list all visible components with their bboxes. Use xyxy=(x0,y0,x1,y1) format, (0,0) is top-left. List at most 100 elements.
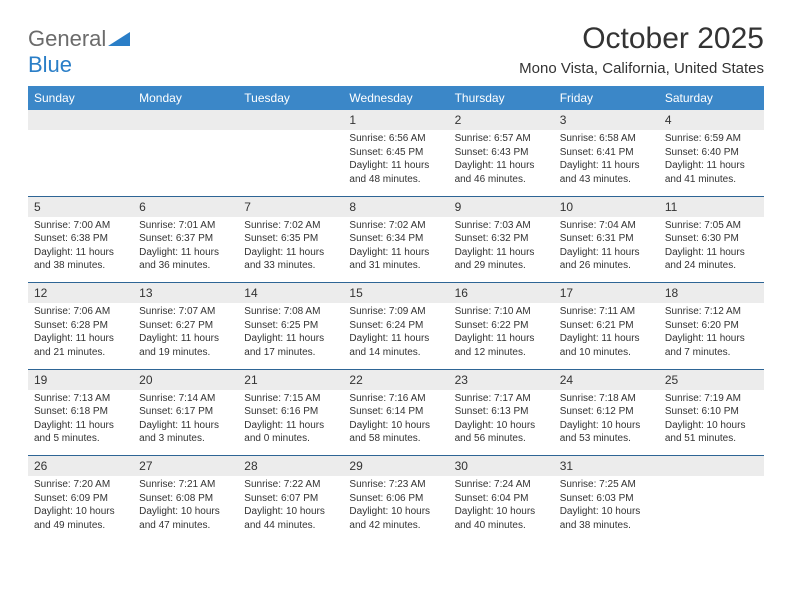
day-number: 20 xyxy=(133,370,238,390)
day-header: Saturday xyxy=(659,86,764,110)
day-number: 4 xyxy=(659,110,764,130)
logo: General Blue xyxy=(28,26,130,78)
daylight-text-1: Daylight: 11 hours xyxy=(455,332,548,346)
day-info: Sunrise: 7:13 AMSunset: 6:18 PMDaylight:… xyxy=(28,390,133,452)
day-number-cell: 27 xyxy=(133,456,238,477)
daylight-text-2: and 46 minutes. xyxy=(455,173,548,187)
day-header: Sunday xyxy=(28,86,133,110)
logo-text-blue: Blue xyxy=(28,52,72,77)
day-info: Sunrise: 6:58 AMSunset: 6:41 PMDaylight:… xyxy=(554,130,659,192)
day-cell: Sunrise: 7:11 AMSunset: 6:21 PMDaylight:… xyxy=(554,303,659,369)
day-info: Sunrise: 7:21 AMSunset: 6:08 PMDaylight:… xyxy=(133,476,238,538)
calendar-week-info: Sunrise: 7:20 AMSunset: 6:09 PMDaylight:… xyxy=(28,476,764,542)
day-cell: Sunrise: 7:02 AMSunset: 6:35 PMDaylight:… xyxy=(238,217,343,283)
daylight-text-2: and 38 minutes. xyxy=(560,519,653,533)
sunset-text: Sunset: 6:13 PM xyxy=(455,405,548,419)
day-number-cell: 4 xyxy=(659,110,764,130)
day-number-cell: 30 xyxy=(449,456,554,477)
daylight-text-1: Daylight: 10 hours xyxy=(665,419,758,433)
daylight-text-1: Daylight: 11 hours xyxy=(665,332,758,346)
sunrise-text: Sunrise: 7:20 AM xyxy=(34,478,127,492)
day-cell xyxy=(28,130,133,196)
day-info: Sunrise: 6:56 AMSunset: 6:45 PMDaylight:… xyxy=(343,130,448,192)
sunset-text: Sunset: 6:43 PM xyxy=(455,146,548,160)
sunset-text: Sunset: 6:09 PM xyxy=(34,492,127,506)
daylight-text-2: and 38 minutes. xyxy=(34,259,127,273)
sunset-text: Sunset: 6:10 PM xyxy=(665,405,758,419)
day-number-cell: 5 xyxy=(28,196,133,217)
day-number-cell: 21 xyxy=(238,369,343,390)
daylight-text-1: Daylight: 10 hours xyxy=(139,505,232,519)
daylight-text-2: and 33 minutes. xyxy=(244,259,337,273)
daylight-text-2: and 31 minutes. xyxy=(349,259,442,273)
day-number-cell: 16 xyxy=(449,283,554,304)
sunset-text: Sunset: 6:03 PM xyxy=(560,492,653,506)
day-number: 6 xyxy=(133,197,238,217)
sunrise-text: Sunrise: 7:24 AM xyxy=(455,478,548,492)
day-cell: Sunrise: 7:01 AMSunset: 6:37 PMDaylight:… xyxy=(133,217,238,283)
day-number-cell: 2 xyxy=(449,110,554,130)
sunrise-text: Sunrise: 7:02 AM xyxy=(244,219,337,233)
day-number xyxy=(28,110,133,130)
sunrise-text: Sunrise: 7:07 AM xyxy=(139,305,232,319)
daylight-text-1: Daylight: 10 hours xyxy=(349,505,442,519)
day-cell: Sunrise: 7:22 AMSunset: 6:07 PMDaylight:… xyxy=(238,476,343,542)
daylight-text-1: Daylight: 11 hours xyxy=(455,246,548,260)
day-number-cell: 18 xyxy=(659,283,764,304)
sunset-text: Sunset: 6:28 PM xyxy=(34,319,127,333)
day-number: 12 xyxy=(28,283,133,303)
daylight-text-1: Daylight: 11 hours xyxy=(665,246,758,260)
day-cell: Sunrise: 7:04 AMSunset: 6:31 PMDaylight:… xyxy=(554,217,659,283)
logo-triangle-icon xyxy=(108,32,130,46)
day-number: 16 xyxy=(449,283,554,303)
day-number: 7 xyxy=(238,197,343,217)
day-number-cell: 8 xyxy=(343,196,448,217)
daylight-text-1: Daylight: 10 hours xyxy=(560,419,653,433)
day-cell: Sunrise: 7:25 AMSunset: 6:03 PMDaylight:… xyxy=(554,476,659,542)
daylight-text-1: Daylight: 10 hours xyxy=(349,419,442,433)
daylight-text-1: Daylight: 11 hours xyxy=(560,246,653,260)
day-info: Sunrise: 7:03 AMSunset: 6:32 PMDaylight:… xyxy=(449,217,554,279)
day-info: Sunrise: 7:15 AMSunset: 6:16 PMDaylight:… xyxy=(238,390,343,452)
sunset-text: Sunset: 6:31 PM xyxy=(560,232,653,246)
day-cell: Sunrise: 7:03 AMSunset: 6:32 PMDaylight:… xyxy=(449,217,554,283)
day-header: Tuesday xyxy=(238,86,343,110)
day-number: 30 xyxy=(449,456,554,476)
day-number-cell: 14 xyxy=(238,283,343,304)
daylight-text-2: and 56 minutes. xyxy=(455,432,548,446)
sunset-text: Sunset: 6:04 PM xyxy=(455,492,548,506)
daylight-text-1: Daylight: 11 hours xyxy=(349,159,442,173)
daylight-text-2: and 0 minutes. xyxy=(244,432,337,446)
day-number: 8 xyxy=(343,197,448,217)
calendar-week-numbers: 12131415161718 xyxy=(28,283,764,304)
day-cell: Sunrise: 7:15 AMSunset: 6:16 PMDaylight:… xyxy=(238,390,343,456)
day-header: Thursday xyxy=(449,86,554,110)
daylight-text-1: Daylight: 10 hours xyxy=(34,505,127,519)
daylight-text-2: and 51 minutes. xyxy=(665,432,758,446)
day-info: Sunrise: 7:09 AMSunset: 6:24 PMDaylight:… xyxy=(343,303,448,365)
daylight-text-1: Daylight: 11 hours xyxy=(244,419,337,433)
sunrise-text: Sunrise: 7:17 AM xyxy=(455,392,548,406)
day-number-cell: 15 xyxy=(343,283,448,304)
day-number xyxy=(238,110,343,130)
sunset-text: Sunset: 6:25 PM xyxy=(244,319,337,333)
day-info: Sunrise: 7:22 AMSunset: 6:07 PMDaylight:… xyxy=(238,476,343,538)
sunset-text: Sunset: 6:08 PM xyxy=(139,492,232,506)
day-number-cell: 17 xyxy=(554,283,659,304)
day-number: 21 xyxy=(238,370,343,390)
daylight-text-2: and 49 minutes. xyxy=(34,519,127,533)
calendar-week-numbers: 19202122232425 xyxy=(28,369,764,390)
header: General Blue October 2025 Mono Vista, Ca… xyxy=(28,22,764,78)
sunrise-text: Sunrise: 7:09 AM xyxy=(349,305,442,319)
sunset-text: Sunset: 6:07 PM xyxy=(244,492,337,506)
daylight-text-1: Daylight: 11 hours xyxy=(455,159,548,173)
sunset-text: Sunset: 6:20 PM xyxy=(665,319,758,333)
sunset-text: Sunset: 6:27 PM xyxy=(139,319,232,333)
sunset-text: Sunset: 6:35 PM xyxy=(244,232,337,246)
sunrise-text: Sunrise: 7:16 AM xyxy=(349,392,442,406)
daylight-text-2: and 24 minutes. xyxy=(665,259,758,273)
daylight-text-2: and 44 minutes. xyxy=(244,519,337,533)
sunrise-text: Sunrise: 7:19 AM xyxy=(665,392,758,406)
day-cell: Sunrise: 7:08 AMSunset: 6:25 PMDaylight:… xyxy=(238,303,343,369)
day-number: 18 xyxy=(659,283,764,303)
